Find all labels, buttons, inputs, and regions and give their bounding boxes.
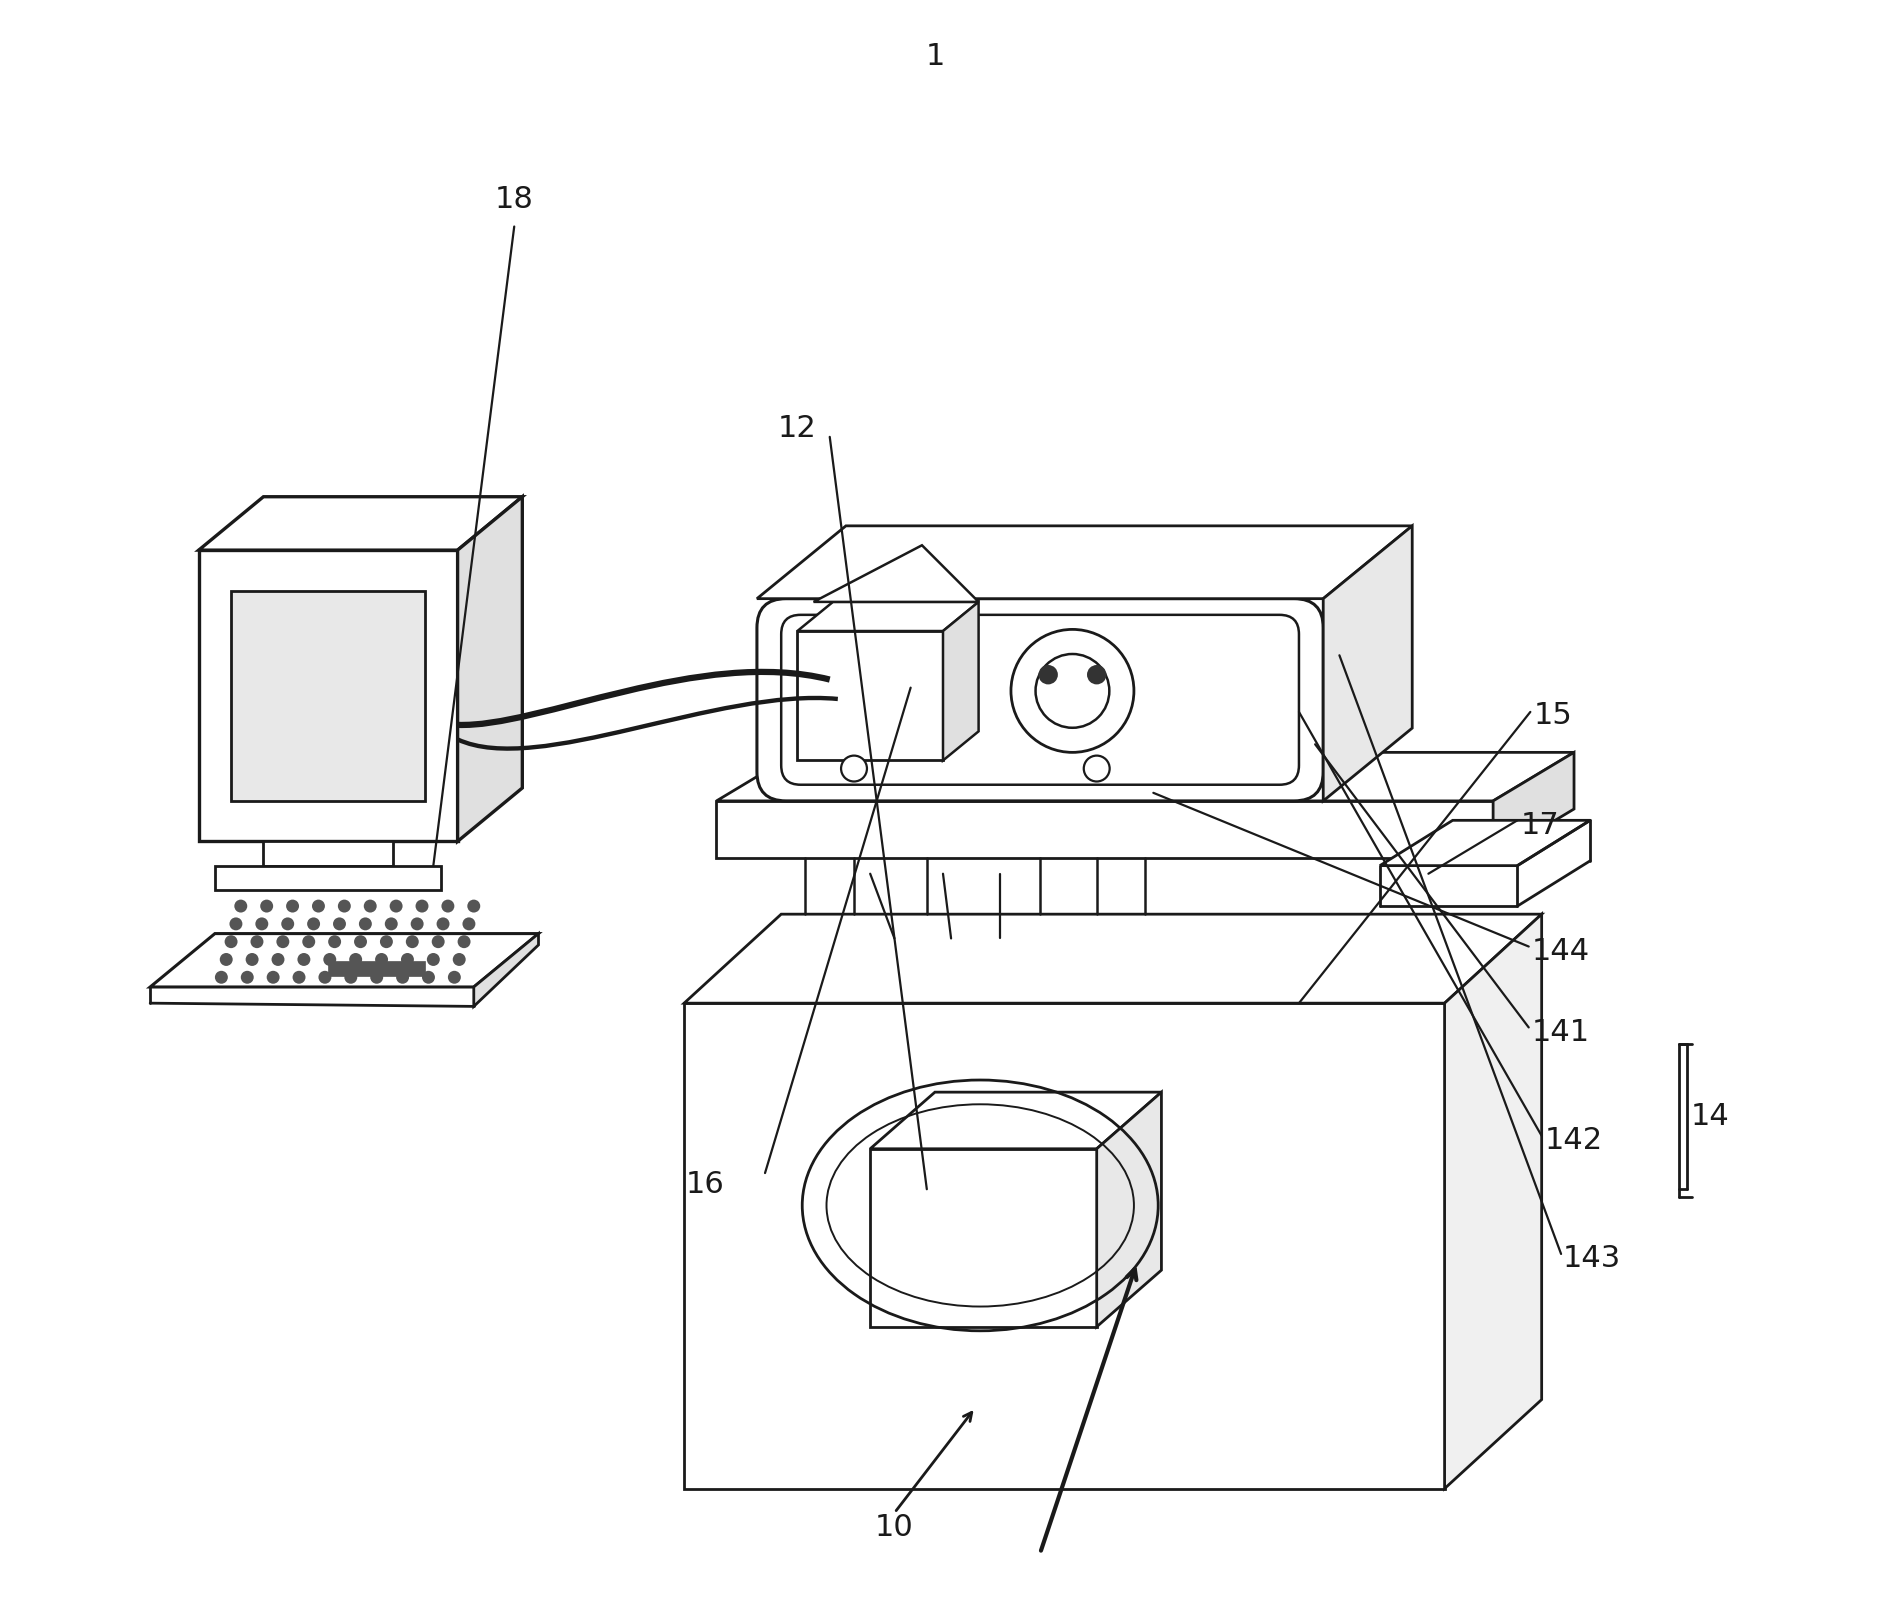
Circle shape (379, 935, 392, 948)
Polygon shape (1324, 526, 1413, 801)
Circle shape (245, 953, 258, 966)
Circle shape (370, 971, 383, 984)
Text: 142: 142 (1545, 1126, 1603, 1155)
Circle shape (468, 900, 481, 913)
Bar (328, 961, 424, 976)
Polygon shape (1381, 820, 1590, 866)
Circle shape (281, 917, 294, 930)
Circle shape (422, 971, 436, 984)
Circle shape (358, 917, 372, 930)
FancyBboxPatch shape (756, 599, 1324, 801)
Text: 141: 141 (1531, 1018, 1590, 1047)
Circle shape (402, 953, 413, 966)
Circle shape (385, 917, 398, 930)
Circle shape (1086, 665, 1107, 684)
Bar (215, 866, 441, 890)
Circle shape (224, 935, 238, 948)
Circle shape (298, 953, 311, 966)
Polygon shape (1098, 1092, 1162, 1327)
Circle shape (841, 756, 868, 781)
Polygon shape (198, 497, 522, 550)
Circle shape (307, 917, 321, 930)
Polygon shape (869, 1092, 1162, 1149)
Polygon shape (813, 545, 979, 602)
Circle shape (441, 900, 455, 913)
Bar (869, 1149, 1098, 1327)
Circle shape (345, 971, 356, 984)
Polygon shape (1445, 914, 1541, 1489)
Polygon shape (458, 497, 522, 841)
Polygon shape (798, 602, 979, 631)
Polygon shape (756, 526, 1413, 599)
Circle shape (260, 900, 273, 913)
Text: 16: 16 (687, 1170, 724, 1199)
Circle shape (319, 971, 332, 984)
Circle shape (311, 900, 324, 913)
Circle shape (230, 917, 243, 930)
Polygon shape (685, 914, 1541, 1003)
Circle shape (255, 917, 268, 930)
Circle shape (272, 953, 285, 966)
Circle shape (328, 935, 341, 948)
Circle shape (277, 935, 289, 948)
Circle shape (426, 953, 439, 966)
Text: 143: 143 (1563, 1244, 1620, 1273)
Circle shape (458, 935, 470, 948)
Circle shape (411, 917, 424, 930)
Text: 10: 10 (875, 1513, 915, 1542)
Circle shape (415, 900, 428, 913)
Circle shape (396, 971, 409, 984)
Text: 17: 17 (1520, 811, 1560, 840)
Circle shape (432, 935, 445, 948)
Circle shape (266, 971, 279, 984)
Circle shape (215, 971, 228, 984)
Circle shape (1035, 654, 1109, 728)
Circle shape (302, 935, 315, 948)
Circle shape (1084, 756, 1109, 781)
Text: 14: 14 (1690, 1102, 1729, 1131)
Circle shape (375, 953, 389, 966)
Circle shape (453, 953, 466, 966)
Text: 15: 15 (1533, 701, 1573, 730)
Circle shape (292, 971, 306, 984)
Text: 144: 144 (1531, 937, 1590, 966)
Text: 18: 18 (494, 184, 534, 214)
Bar (798, 631, 943, 760)
Circle shape (221, 953, 232, 966)
Circle shape (234, 900, 247, 913)
Circle shape (251, 935, 264, 948)
Circle shape (1039, 665, 1058, 684)
Text: 12: 12 (779, 414, 817, 443)
Polygon shape (151, 934, 539, 987)
Circle shape (1011, 629, 1133, 752)
Polygon shape (717, 752, 1575, 801)
Circle shape (390, 900, 402, 913)
Circle shape (338, 900, 351, 913)
Polygon shape (943, 602, 979, 760)
Bar (717, 801, 1494, 858)
Text: 1: 1 (926, 42, 945, 71)
Bar (264, 841, 392, 866)
FancyBboxPatch shape (781, 615, 1299, 785)
Circle shape (436, 917, 449, 930)
Circle shape (349, 953, 362, 966)
Circle shape (323, 953, 336, 966)
Polygon shape (1494, 752, 1575, 858)
Circle shape (364, 900, 377, 913)
Circle shape (447, 971, 460, 984)
Circle shape (334, 917, 345, 930)
Bar (685, 1003, 1445, 1489)
Circle shape (287, 900, 300, 913)
Bar (232, 591, 424, 801)
Polygon shape (473, 934, 539, 1006)
Bar (198, 550, 458, 841)
Circle shape (462, 917, 475, 930)
Circle shape (355, 935, 368, 948)
Circle shape (405, 935, 419, 948)
Circle shape (241, 971, 255, 984)
